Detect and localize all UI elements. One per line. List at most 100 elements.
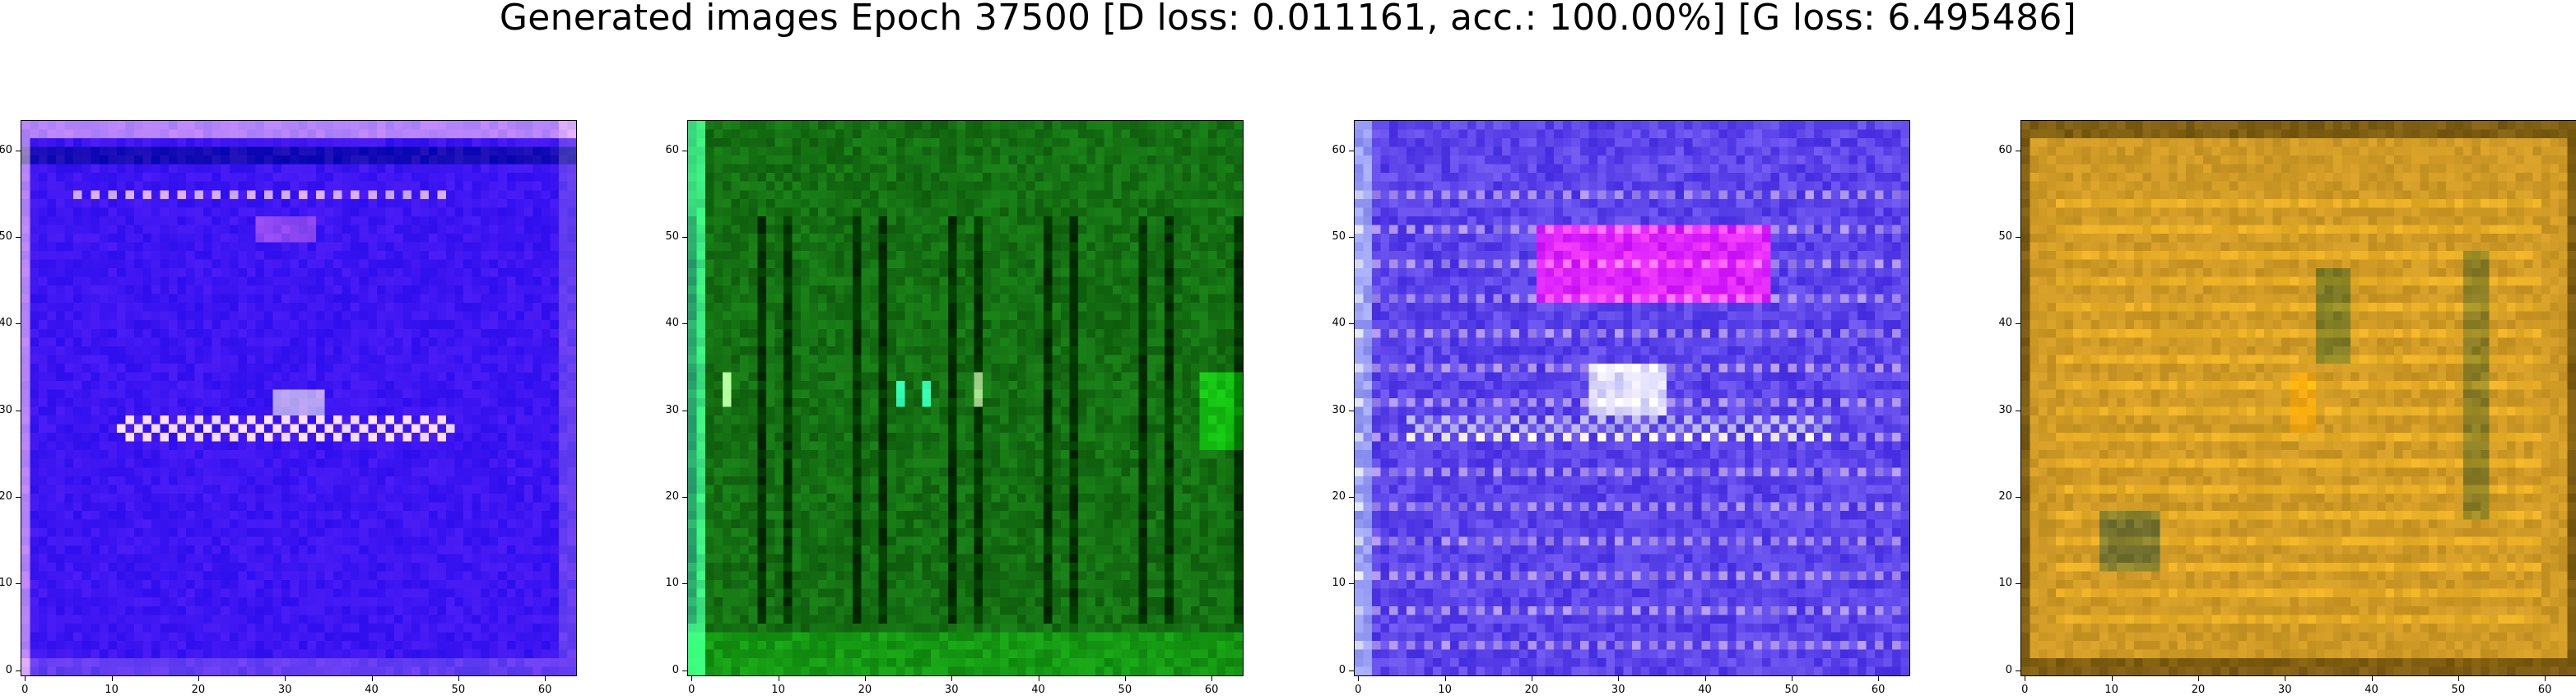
x-tick-label: 0 <box>2021 684 2029 696</box>
x-tick-label: 50 <box>1118 684 1132 696</box>
y-tick-label: 0 <box>1338 663 1346 676</box>
x-tick-label: 30 <box>2277 684 2292 696</box>
y-tick-mark <box>16 497 21 499</box>
x-tick-label: 20 <box>1524 684 1539 696</box>
x-tick-label: 60 <box>2537 684 2552 696</box>
y-tick-label: 60 <box>1332 143 1346 156</box>
x-tick-label: 60 <box>537 684 552 696</box>
generated-image <box>2021 121 2576 675</box>
y-tick-label: 0 <box>2005 663 2012 676</box>
x-tick-mark <box>864 676 866 681</box>
x-tick-label: 20 <box>191 684 206 696</box>
y-tick-label: 40 <box>1332 317 1346 330</box>
y-tick-label: 50 <box>1332 230 1346 244</box>
y-tick-mark <box>1349 497 1354 499</box>
x-tick-mark <box>2371 676 2373 681</box>
x-tick-mark <box>1444 676 1446 681</box>
x-tick-mark <box>1704 676 1706 681</box>
y-tick-mark <box>1349 670 1354 671</box>
x-tick-label: 10 <box>1438 684 1452 696</box>
y-tick-label: 10 <box>1332 577 1346 590</box>
x-tick-label: 10 <box>2104 684 2118 696</box>
y-tick-label: 50 <box>0 230 12 244</box>
y-tick-mark <box>2016 237 2020 239</box>
y-tick-mark <box>16 237 21 239</box>
y-tick-label: 0 <box>672 663 679 676</box>
x-tick-label: 40 <box>365 684 379 696</box>
x-tick-mark <box>198 676 199 681</box>
y-tick-label: 30 <box>665 403 679 416</box>
x-tick-mark <box>691 676 693 681</box>
x-tick-label: 0 <box>21 684 29 696</box>
y-tick-mark <box>1349 237 1354 239</box>
y-tick-label: 10 <box>665 577 679 590</box>
x-tick-label: 10 <box>771 684 785 696</box>
generated-image-panel-4: 0 10 20 30 40 50 60 0 10 20 30 40 50 60 <box>1998 120 2576 695</box>
image-axes <box>687 120 1244 676</box>
x-tick-mark <box>2545 676 2546 681</box>
x-tick-mark <box>458 676 459 681</box>
y-tick-mark <box>682 583 687 585</box>
generated-image-panel-1: 0 10 20 30 40 50 60 0 10 20 30 40 50 60 <box>0 120 577 695</box>
x-tick-label: 20 <box>858 684 872 696</box>
image-axes <box>21 120 577 676</box>
y-tick-label: 40 <box>1998 317 2012 330</box>
y-tick-label: 50 <box>665 230 679 244</box>
y-tick-mark <box>1349 583 1354 585</box>
x-tick-label: 0 <box>1355 684 1362 696</box>
x-tick-label: 30 <box>1611 684 1625 696</box>
x-tick-label: 50 <box>451 684 466 696</box>
generated-image <box>688 121 1243 675</box>
y-tick-label: 20 <box>665 490 679 503</box>
generated-image <box>1355 121 1909 675</box>
y-tick-mark <box>16 583 21 585</box>
y-tick-label: 30 <box>1332 403 1346 416</box>
x-tick-mark <box>1358 676 1360 681</box>
y-tick-label: 50 <box>1998 230 2012 244</box>
generated-image-panel-3: 0 10 20 30 40 50 60 0 10 20 30 40 50 60 <box>1332 120 1910 695</box>
y-tick-label: 10 <box>1998 577 2012 590</box>
x-tick-mark <box>1618 676 1620 681</box>
y-tick-label: 20 <box>1998 490 2012 503</box>
y-tick-label: 40 <box>0 317 12 330</box>
x-tick-mark <box>545 676 546 681</box>
y-tick-label: 60 <box>0 143 12 156</box>
x-tick-mark <box>285 676 286 681</box>
y-tick-mark <box>1349 323 1354 325</box>
x-tick-mark <box>371 676 373 681</box>
x-tick-label: 20 <box>2191 684 2206 696</box>
y-tick-mark <box>2016 323 2020 325</box>
x-tick-mark <box>2197 676 2199 681</box>
x-tick-mark <box>2457 676 2459 681</box>
y-tick-mark <box>16 670 21 671</box>
x-tick-label: 10 <box>105 684 119 696</box>
x-tick-mark <box>951 676 953 681</box>
x-tick-label: 30 <box>944 684 959 696</box>
y-tick-label: 60 <box>1998 143 2012 156</box>
y-tick-label: 60 <box>665 143 679 156</box>
y-tick-label: 30 <box>0 403 12 416</box>
x-tick-mark <box>1878 676 1880 681</box>
x-tick-mark <box>2111 676 2113 681</box>
x-tick-label: 60 <box>1871 684 1886 696</box>
x-tick-label: 40 <box>2364 684 2378 696</box>
x-tick-label: 30 <box>277 684 292 696</box>
figure-title: Generated images Epoch 37500 [D loss: 0.… <box>499 0 2077 39</box>
x-tick-label: 50 <box>1784 684 1799 696</box>
x-tick-label: 60 <box>1204 684 1219 696</box>
x-tick-label: 50 <box>2451 684 2466 696</box>
y-tick-label: 10 <box>0 577 12 590</box>
y-tick-label: 30 <box>1998 403 2012 416</box>
y-tick-label: 20 <box>0 490 12 503</box>
x-tick-mark <box>1791 676 1793 681</box>
y-tick-mark <box>682 670 687 671</box>
y-tick-mark <box>2016 497 2020 499</box>
x-tick-mark <box>111 676 113 681</box>
x-tick-mark <box>25 676 26 681</box>
y-tick-label: 40 <box>665 317 679 330</box>
y-tick-mark <box>2016 583 2020 585</box>
y-tick-label: 20 <box>1332 490 1346 503</box>
x-tick-label: 0 <box>688 684 695 696</box>
x-tick-label: 40 <box>1698 684 1712 696</box>
image-axes <box>1354 120 1910 676</box>
